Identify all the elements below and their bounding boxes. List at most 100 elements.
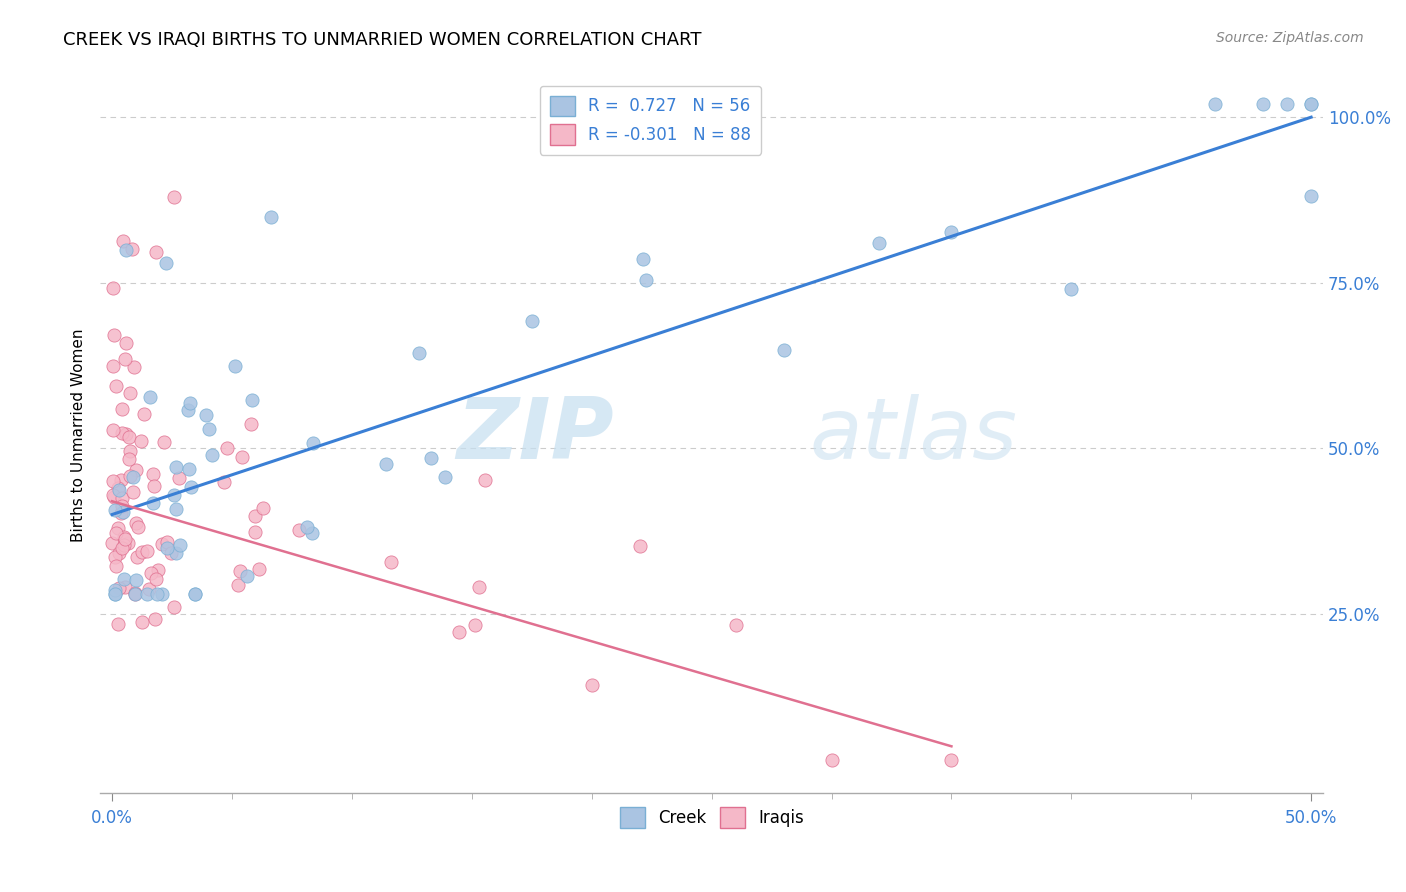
Point [228, 578, 250, 592]
Point [194, 408, 217, 422]
Point [138, 582, 160, 596]
Point [150, 537, 173, 551]
Point [180, 480, 202, 494]
Point [239, 417, 262, 431]
Point [520, 313, 543, 327]
Point [107, 581, 129, 595]
Point [628, 539, 651, 553]
Point [139, 566, 162, 580]
Point [115, 335, 138, 350]
Point [724, 617, 747, 632]
Point [120, 385, 142, 400]
Point [107, 521, 129, 535]
Point [101, 423, 124, 437]
Point [869, 235, 891, 250]
Point [104, 549, 127, 564]
Point [1204, 97, 1226, 112]
Point [288, 523, 311, 537]
Point [301, 525, 323, 540]
Point [118, 452, 141, 467]
Point [215, 441, 238, 455]
Y-axis label: Births to Unmarried Women: Births to Unmarried Women [72, 328, 86, 541]
Point [1275, 97, 1298, 112]
Point [127, 549, 149, 564]
Point [120, 444, 142, 458]
Point [380, 555, 402, 569]
Point [820, 753, 842, 767]
Point [247, 562, 270, 576]
Point [110, 506, 132, 520]
Point [165, 502, 187, 516]
Point [301, 435, 323, 450]
Point [107, 482, 129, 496]
Point [179, 462, 201, 476]
Point [636, 273, 658, 287]
Point [129, 434, 152, 448]
Point [260, 210, 283, 224]
Point [108, 483, 131, 497]
Point [103, 587, 125, 601]
Point [142, 496, 165, 510]
Point [136, 543, 159, 558]
Point [114, 351, 136, 366]
Point [1251, 97, 1274, 112]
Point [104, 587, 127, 601]
Point [201, 448, 224, 462]
Point [124, 587, 146, 601]
Point [124, 586, 146, 600]
Point [177, 402, 200, 417]
Point [245, 508, 267, 523]
Point [103, 327, 125, 342]
Point [152, 435, 174, 450]
Point [117, 535, 139, 549]
Point [127, 520, 149, 534]
Point [111, 500, 134, 514]
Point [104, 379, 127, 393]
Point [231, 450, 253, 464]
Point [134, 407, 156, 421]
Point [295, 520, 318, 534]
Point [155, 534, 177, 549]
Point [163, 190, 186, 204]
Point [111, 402, 134, 417]
Point [243, 524, 266, 539]
Text: CREEK VS IRAQI BIRTHS TO UNMARRIED WOMEN CORRELATION CHART: CREEK VS IRAQI BIRTHS TO UNMARRIED WOMEN… [63, 31, 702, 49]
Point [112, 538, 135, 552]
Point [212, 475, 235, 490]
Point [160, 546, 183, 560]
Legend: Creek, Iraqis: Creek, Iraqis [613, 801, 810, 834]
Point [464, 618, 486, 632]
Point [107, 617, 129, 632]
Point [419, 451, 441, 466]
Point [125, 516, 148, 531]
Point [179, 396, 201, 410]
Point [115, 243, 138, 257]
Point [165, 546, 187, 560]
Point [122, 470, 145, 484]
Point [165, 460, 187, 475]
Point [139, 390, 162, 404]
Point [122, 485, 145, 500]
Point [103, 474, 125, 488]
Point [112, 529, 135, 543]
Point [112, 572, 135, 586]
Point [108, 546, 131, 560]
Point [252, 501, 274, 516]
Point [111, 541, 134, 555]
Point [1060, 282, 1083, 296]
Point [1301, 97, 1323, 112]
Point [224, 359, 246, 374]
Point [118, 429, 141, 443]
Point [152, 587, 174, 601]
Point [131, 545, 153, 559]
Text: ZIP: ZIP [456, 393, 614, 476]
Point [236, 568, 259, 582]
Point [114, 580, 136, 594]
Point [581, 677, 603, 691]
Point [111, 491, 134, 505]
Point [375, 457, 398, 471]
Point [112, 505, 135, 519]
Point [184, 587, 207, 601]
Text: Source: ZipAtlas.com: Source: ZipAtlas.com [1216, 31, 1364, 45]
Point [169, 537, 191, 551]
